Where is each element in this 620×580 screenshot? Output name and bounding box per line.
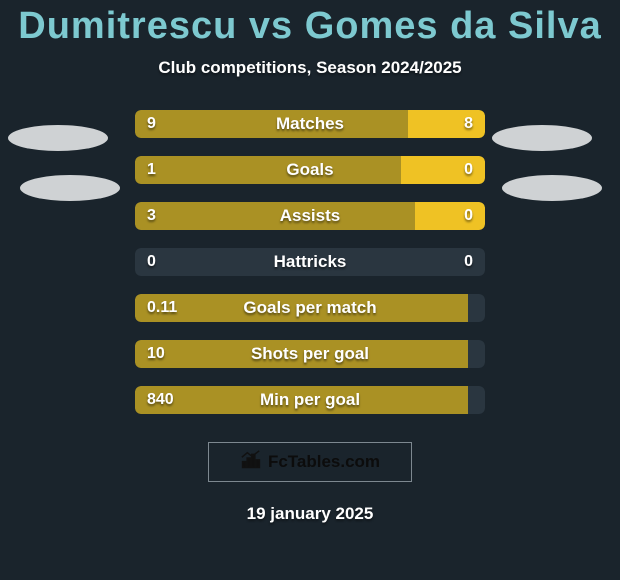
stat-row: 10Goals [135, 156, 485, 184]
stat-label: Assists [135, 202, 485, 230]
chart-icon [240, 449, 262, 476]
decorative-ellipse [20, 175, 120, 201]
stat-label: Min per goal [135, 386, 485, 414]
stat-row: 840Min per goal [135, 386, 485, 414]
decorative-ellipse [8, 125, 108, 151]
stat-row: 0.11Goals per match [135, 294, 485, 322]
branding-badge: FcTables.com [208, 442, 412, 482]
decorative-ellipse [502, 175, 602, 201]
stat-row: 00Hattricks [135, 248, 485, 276]
stat-label: Goals [135, 156, 485, 184]
stat-row: 30Assists [135, 202, 485, 230]
subtitle: Club competitions, Season 2024/2025 [0, 58, 620, 78]
date-text: 19 january 2025 [0, 504, 620, 524]
stat-label: Matches [135, 110, 485, 138]
decorative-ellipse [492, 125, 592, 151]
stat-rows: 98Matches 10Goals 30Assists 00Hattricks 0.11… [135, 110, 485, 414]
stat-row: 98Matches [135, 110, 485, 138]
page-title: Dumitrescu vs Gomes da Silva [0, 5, 620, 48]
stat-label: Shots per goal [135, 340, 485, 368]
branding-text: FcTables.com [268, 452, 380, 472]
stat-row: 10Shots per goal [135, 340, 485, 368]
comparison-card: Dumitrescu vs Gomes da Silva Club compet… [0, 0, 620, 580]
stat-label: Hattricks [135, 248, 485, 276]
stat-label: Goals per match [135, 294, 485, 322]
